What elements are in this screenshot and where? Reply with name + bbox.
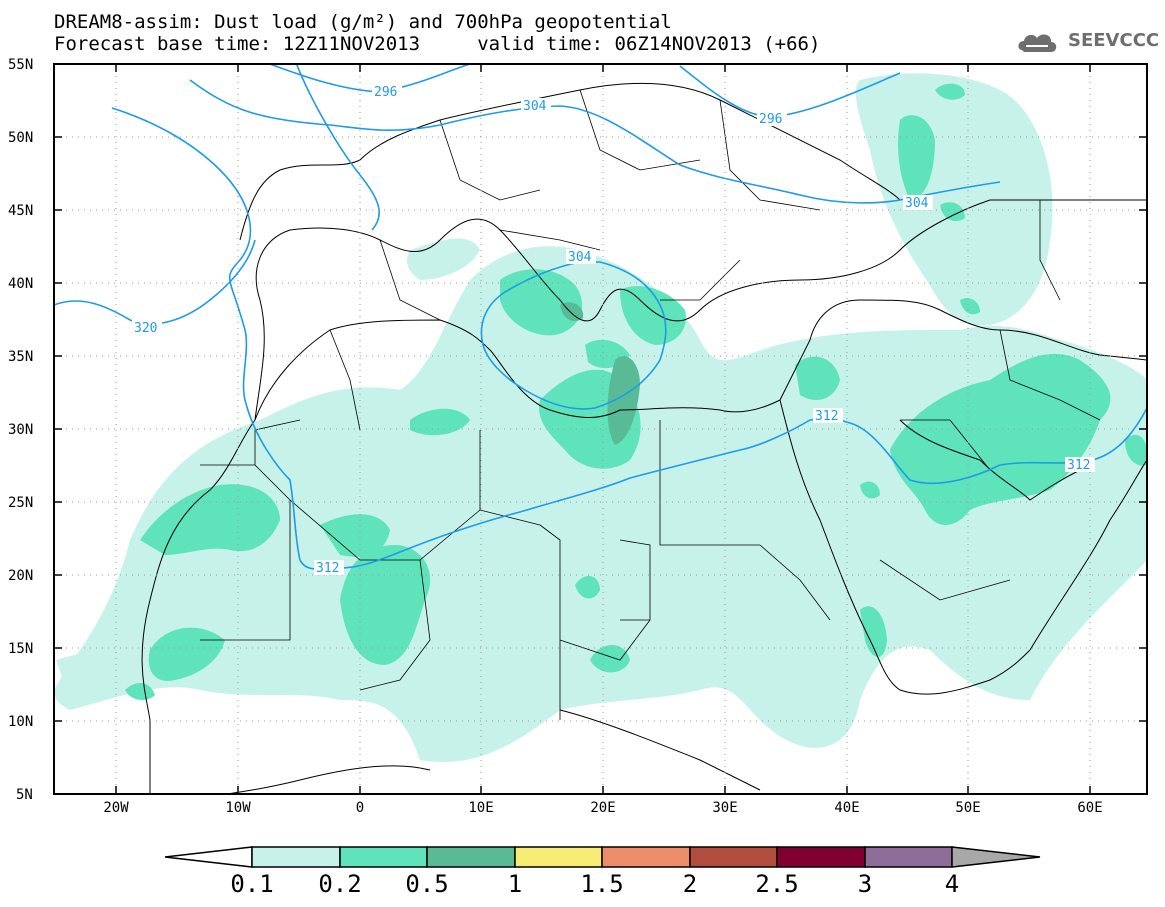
- lat-label: 15N: [8, 641, 34, 657]
- contour-label: 312: [1067, 458, 1090, 473]
- contour-label: 304: [523, 99, 547, 114]
- lon-label: 30E: [712, 800, 738, 816]
- lon-label: 40E: [834, 800, 860, 816]
- lat-label: 35N: [8, 349, 34, 365]
- lat-label: 5N: [16, 787, 33, 803]
- colorbar-label: 1: [507, 870, 523, 898]
- contour-labels: 296 304 296 304 304 320 312 312 312: [132, 84, 1095, 576]
- colorbar-high-arrow: [951, 846, 1041, 868]
- contour-label: 312: [815, 409, 838, 424]
- colorbar-label: 0.1: [230, 870, 274, 898]
- colorbar-segment: [251, 846, 341, 868]
- colorbar-label: 0.2: [318, 870, 362, 898]
- lon-label: 20W: [103, 800, 129, 816]
- graticule: [54, 64, 1147, 794]
- contour-label: 312: [316, 561, 339, 576]
- contour-label: 304: [905, 196, 929, 211]
- country-borders: [200, 89, 1101, 720]
- contour-label: 296: [374, 85, 397, 100]
- colorbar-segment: [864, 846, 953, 868]
- contour-label: 296: [759, 112, 782, 127]
- lon-label: 10W: [225, 800, 251, 816]
- colorbar-label: 0.5: [405, 870, 449, 898]
- lat-label: 40N: [8, 276, 34, 292]
- contour-label: 320: [134, 321, 157, 336]
- contour-label: 304: [568, 250, 592, 265]
- colorbar-label: 4: [944, 870, 960, 898]
- lat-label: 50N: [8, 130, 34, 146]
- lat-label: 25N: [8, 495, 34, 511]
- frame-ticks: [54, 64, 1147, 794]
- colorbar-low-arrow: [164, 846, 253, 868]
- cloud-icon: [1018, 34, 1057, 52]
- colorbar-segment: [601, 846, 691, 868]
- lat-label: 55N: [8, 57, 34, 73]
- lat-label: 10N: [8, 714, 34, 730]
- lat-label: 20N: [8, 568, 34, 584]
- lat-label: 45N: [8, 203, 34, 219]
- lat-label: 30N: [8, 422, 34, 438]
- map-title: DREAM8-assim: Dust load (g/m²) and 700hP…: [54, 11, 672, 33]
- colorbar-segment: [426, 846, 516, 868]
- colorbar-segment: [776, 846, 866, 868]
- colorbar-label: 2.5: [755, 870, 799, 898]
- colorbar-label: 1.5: [580, 870, 624, 898]
- logo-text: SEEVCCC: [1068, 30, 1160, 51]
- colorbar-segment: [514, 846, 603, 868]
- dust-medium-areas: [125, 83, 1147, 701]
- colorbar-label: 2: [682, 870, 698, 898]
- lon-label: 50E: [955, 800, 981, 816]
- lon-label: 20E: [590, 800, 616, 816]
- dust-fields: [54, 73, 1147, 762]
- lon-label: 10E: [468, 800, 494, 816]
- colorbar-segment: [339, 846, 428, 868]
- colorbar: [164, 846, 1041, 868]
- lon-label: 0: [355, 800, 365, 816]
- colorbar-segment: [689, 846, 778, 868]
- map-subtitle: Forecast base time: 12Z11NOV2013 valid t…: [54, 33, 821, 55]
- coastlines: [141, 82, 1147, 794]
- colorbar-label: 3: [857, 870, 873, 898]
- lon-label: 60E: [1077, 800, 1103, 816]
